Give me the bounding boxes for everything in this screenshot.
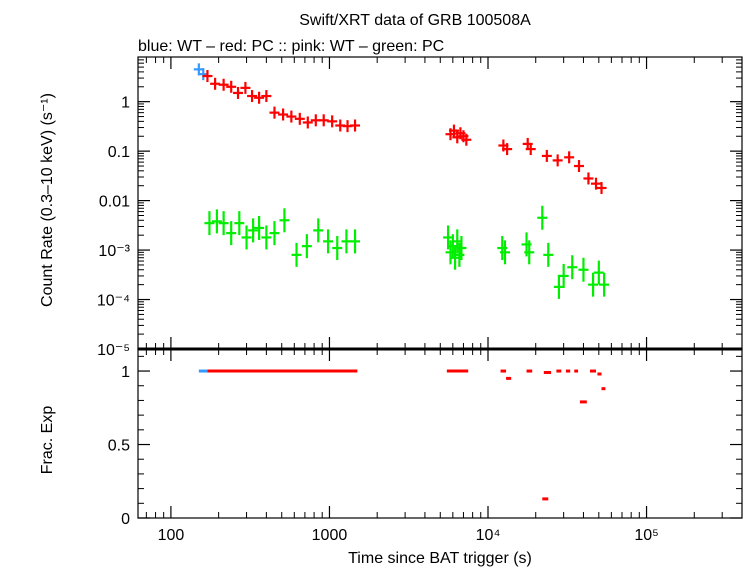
data-point — [552, 154, 563, 167]
data-point — [226, 80, 237, 93]
data-point — [583, 172, 594, 185]
data-point — [211, 209, 222, 234]
data-point — [202, 70, 213, 83]
data-point — [279, 208, 290, 233]
data-point — [564, 151, 575, 164]
data-point — [553, 274, 564, 299]
y-tick-label: 0 — [121, 511, 130, 528]
y-tick-label: 1 — [121, 95, 130, 112]
bottom-panel-ylabel: Frac. Exp — [39, 406, 56, 475]
data-point — [269, 221, 280, 246]
data-point — [461, 133, 472, 146]
data-point — [318, 114, 329, 127]
data-point — [578, 257, 589, 282]
data-point — [341, 229, 352, 254]
x-tick-label: 10⁴ — [476, 527, 501, 544]
data-point — [291, 242, 302, 267]
x-tick-label: 10⁵ — [634, 527, 658, 544]
data-point — [327, 115, 338, 128]
data-point — [247, 90, 258, 103]
data-point — [596, 181, 607, 194]
data-point — [248, 218, 259, 243]
y-tick-label: 0.01 — [99, 194, 130, 211]
data-point — [350, 119, 361, 132]
data-point — [454, 242, 465, 267]
data-point — [218, 78, 229, 91]
top-panel-ylabel: Count Rate (0.3–10 keV) (s⁻¹) — [39, 93, 56, 307]
data-point — [240, 81, 251, 94]
data-point — [233, 86, 244, 99]
data-point — [558, 263, 569, 288]
data-point — [350, 229, 361, 254]
y-tick-label: 0.1 — [108, 144, 130, 161]
data-point — [226, 221, 237, 246]
data-point — [537, 205, 548, 230]
data-point — [286, 110, 297, 123]
data-point — [204, 211, 215, 236]
data-point — [261, 90, 272, 103]
y-tick-label: 10⁻⁴ — [97, 293, 130, 310]
data-point — [254, 215, 265, 240]
data-point — [448, 124, 459, 137]
data-point — [574, 160, 585, 173]
y-tick-label: 1 — [121, 364, 130, 381]
data-point — [541, 149, 552, 162]
bottom-panel-frame — [137, 348, 743, 519]
data-point — [261, 225, 272, 250]
data-point — [332, 236, 343, 261]
data-point — [241, 225, 252, 250]
data-point — [301, 234, 312, 259]
data-point — [456, 236, 467, 261]
data-point — [302, 116, 313, 129]
data-point — [323, 229, 334, 254]
data-point — [294, 112, 305, 125]
y-tick-label: 0.5 — [108, 438, 130, 455]
data-point — [588, 272, 599, 297]
data-point — [543, 242, 554, 267]
data-point — [254, 91, 265, 104]
data-point — [599, 272, 610, 297]
x-tick-label: 1000 — [312, 527, 348, 544]
data-point — [210, 77, 221, 90]
data-point — [269, 106, 280, 119]
y-tick-label: 10⁻³ — [98, 243, 130, 260]
x-axis-label: Time since BAT trigger (s) — [348, 550, 532, 567]
chart-subtitle: blue: WT – red: PC :: pink: WT – green: … — [138, 38, 444, 55]
top-panel-frame — [137, 56, 743, 350]
chart-title: Swift/XRT data of GRB 100508A — [299, 12, 531, 29]
data-point — [313, 218, 324, 243]
data-point — [234, 211, 245, 236]
count-rate-panel: 1 0.1 0.01 10⁻³ 10⁻⁴ 10⁻⁵ — [97, 56, 743, 359]
data-point — [593, 260, 604, 285]
data-point — [524, 240, 535, 265]
data-point — [591, 177, 602, 190]
data-point — [278, 108, 289, 121]
data-point — [502, 143, 513, 156]
data-point — [218, 211, 229, 236]
data-point — [525, 143, 536, 156]
fractional-exposure-panel: 100 1000 10⁴ 10⁵ 0 0.5 1 — [108, 348, 743, 544]
x-tick-label: 100 — [158, 527, 185, 544]
data-point — [567, 255, 578, 280]
data-point — [500, 240, 511, 265]
y-tick-label: 10⁻⁵ — [97, 342, 130, 359]
